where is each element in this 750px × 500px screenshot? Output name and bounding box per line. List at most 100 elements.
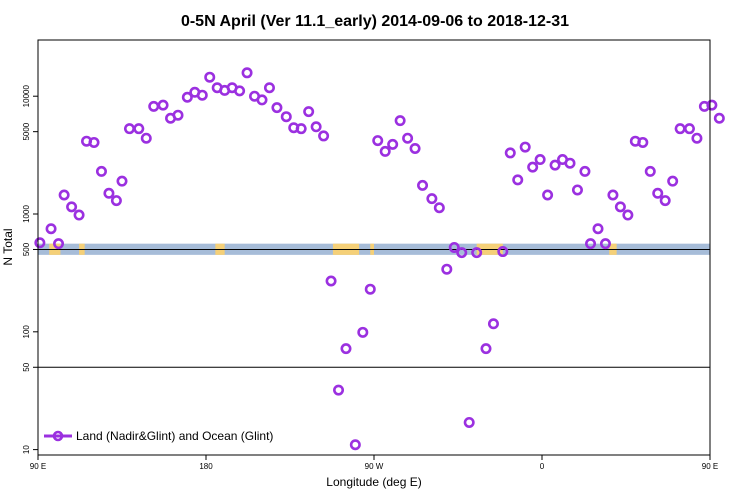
- x-axis: 90 E 180 90 W 0 90 E: [30, 455, 718, 471]
- data-point: [659, 195, 671, 207]
- data-point: [394, 115, 406, 127]
- y-tick-label: 500: [22, 242, 31, 256]
- data-point: [256, 94, 268, 106]
- data-point: [402, 132, 414, 144]
- data-point: [585, 238, 597, 250]
- data-point: [480, 343, 492, 355]
- data-point: [579, 165, 591, 177]
- data-point: [456, 247, 468, 259]
- data-point: [58, 189, 70, 201]
- y-tick-label: 10: [22, 445, 31, 454]
- data-point: [504, 147, 516, 159]
- y-tick-label: 5000: [22, 122, 31, 140]
- data-point: [263, 82, 275, 94]
- data-point: [637, 136, 649, 148]
- x-axis-label: Longitude (deg E): [326, 475, 421, 489]
- data-point: [148, 100, 160, 112]
- x-tick-label: 180: [199, 462, 213, 471]
- legend-entry-label: Land (Nadir&Glint) and Ocean (Glint): [76, 429, 273, 443]
- data-point: [133, 123, 145, 135]
- data-point: [387, 138, 399, 150]
- x-tick-label: 0: [540, 462, 545, 471]
- data-point: [66, 201, 78, 213]
- data-point: [280, 111, 292, 123]
- x-tick-label: 90 E: [702, 462, 718, 471]
- data-point: [73, 209, 85, 221]
- data-point: [512, 174, 524, 186]
- data-point: [271, 102, 283, 114]
- y-tick-label: 1000: [22, 205, 31, 223]
- data-point: [706, 99, 718, 111]
- data-point: [487, 318, 499, 330]
- data-point: [599, 238, 611, 250]
- data-point: [471, 247, 483, 259]
- reference-lines: [38, 248, 710, 368]
- data-point: [372, 135, 384, 147]
- data-point: [542, 189, 554, 201]
- data-point: [196, 89, 208, 101]
- data-point: [379, 145, 391, 157]
- legend: Land (Nadir&Glint) and Ocean (Glint): [44, 429, 273, 443]
- data-point: [564, 157, 576, 169]
- y-axis: 10 50 100 500 1000 5000 10000: [22, 85, 38, 454]
- data-point: [295, 123, 307, 135]
- data-point: [53, 238, 65, 250]
- y-axis-label: N Total: [1, 228, 15, 265]
- data-point: [157, 99, 169, 111]
- data-point: [364, 283, 376, 295]
- data-point: [318, 130, 330, 142]
- data-point: [310, 121, 322, 133]
- data-point: [448, 241, 460, 253]
- data-points: [34, 67, 725, 451]
- data-point: [88, 136, 100, 148]
- data-point: [592, 223, 604, 235]
- legend-marker-icon: [52, 430, 64, 442]
- x-tick-label: 90 E: [30, 462, 46, 471]
- data-point: [123, 123, 135, 135]
- data-point: [409, 142, 421, 154]
- y-tick-label: 50: [22, 362, 31, 371]
- data-point: [426, 193, 438, 205]
- data-point: [607, 189, 619, 201]
- data-point: [614, 201, 626, 213]
- data-point: [497, 246, 509, 258]
- data-point: [644, 165, 656, 177]
- y-tick-label: 100: [22, 325, 31, 339]
- data-point: [433, 202, 445, 214]
- data-point: [417, 179, 429, 191]
- data-point: [241, 67, 253, 79]
- data-point: [333, 384, 345, 396]
- data-point: [357, 326, 369, 338]
- data-point: [691, 132, 703, 144]
- data-point: [652, 187, 664, 199]
- data-point: [349, 439, 361, 451]
- data-point: [303, 106, 315, 118]
- data-point: [441, 263, 453, 275]
- data-point: [103, 187, 115, 199]
- data-point: [683, 123, 695, 135]
- data-point: [549, 159, 561, 171]
- x-tick-label: 90 W: [365, 462, 384, 471]
- data-point: [110, 195, 122, 207]
- data-point: [713, 112, 725, 124]
- data-point: [622, 209, 634, 221]
- data-point: [172, 109, 184, 121]
- data-point: [325, 275, 337, 287]
- data-point: [527, 161, 539, 173]
- data-point: [204, 71, 216, 83]
- data-point: [534, 154, 546, 166]
- plot-frame: [37, 39, 711, 456]
- data-point: [519, 141, 531, 153]
- data-point: [667, 175, 679, 187]
- data-point: [571, 184, 583, 196]
- data-point: [140, 132, 152, 144]
- data-point: [674, 123, 686, 135]
- y-tick-label: 10000: [22, 85, 31, 108]
- data-point: [340, 343, 352, 355]
- chart-title: 0-5N April (Ver 11.1_early) 2014-09-06 t…: [181, 13, 569, 30]
- data-point: [181, 91, 193, 103]
- data-point: [463, 416, 475, 428]
- data-point: [45, 223, 57, 235]
- data-point: [34, 237, 46, 249]
